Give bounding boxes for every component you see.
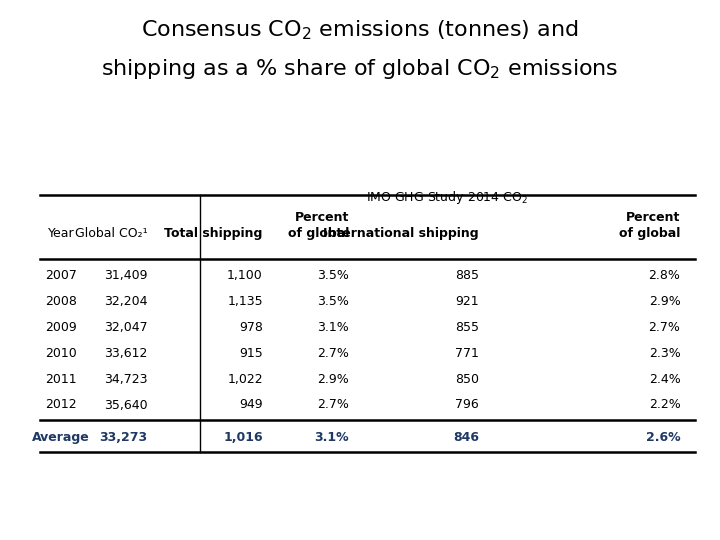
Text: 1,135: 1,135: [228, 295, 263, 308]
Text: 3.1%: 3.1%: [315, 431, 349, 444]
Text: 34,723: 34,723: [104, 373, 148, 386]
Text: Percent
of global: Percent of global: [288, 211, 349, 240]
Text: 2.9%: 2.9%: [649, 295, 680, 308]
Text: 2.2%: 2.2%: [649, 399, 680, 411]
Text: Average: Average: [32, 431, 90, 444]
Text: 949: 949: [239, 399, 263, 411]
Text: 32,204: 32,204: [104, 295, 148, 308]
Text: 921: 921: [455, 295, 479, 308]
Text: 2.4%: 2.4%: [649, 373, 680, 386]
Text: 1,016: 1,016: [223, 431, 263, 444]
Text: 796: 796: [455, 399, 479, 411]
Text: 2.7%: 2.7%: [318, 347, 349, 360]
Text: 2.3%: 2.3%: [649, 347, 680, 360]
Text: 2.6%: 2.6%: [646, 431, 680, 444]
Text: Percent
of global: Percent of global: [619, 211, 680, 240]
Text: 846: 846: [453, 431, 479, 444]
Text: 3.1%: 3.1%: [318, 321, 349, 334]
Text: 885: 885: [455, 269, 479, 282]
Text: 850: 850: [455, 373, 479, 386]
Text: 2008: 2008: [45, 295, 77, 308]
Text: 1,100: 1,100: [227, 269, 263, 282]
Text: 2.9%: 2.9%: [318, 373, 349, 386]
Text: International shipping: International shipping: [323, 227, 479, 240]
Text: 2007: 2007: [45, 269, 77, 282]
Text: 2011: 2011: [45, 373, 77, 386]
Text: IMO GHG Study 2014 CO$_2$: IMO GHG Study 2014 CO$_2$: [366, 190, 528, 206]
Text: 978: 978: [239, 321, 263, 334]
Text: 2010: 2010: [45, 347, 77, 360]
Text: 2009: 2009: [45, 321, 77, 334]
Text: Year: Year: [48, 227, 74, 240]
Text: 855: 855: [455, 321, 479, 334]
Text: 35,640: 35,640: [104, 399, 148, 411]
Text: 3.5%: 3.5%: [318, 269, 349, 282]
Text: 771: 771: [455, 347, 479, 360]
Text: 3.5%: 3.5%: [318, 295, 349, 308]
Text: 32,047: 32,047: [104, 321, 148, 334]
Text: shipping as a % share of global CO$_2$ emissions: shipping as a % share of global CO$_2$ e…: [102, 57, 618, 80]
Text: 2012: 2012: [45, 399, 77, 411]
Text: 2.7%: 2.7%: [649, 321, 680, 334]
Text: 31,409: 31,409: [104, 269, 148, 282]
Text: Consensus CO$_2$ emissions (tonnes) and: Consensus CO$_2$ emissions (tonnes) and: [141, 19, 579, 43]
Text: 33,612: 33,612: [104, 347, 148, 360]
Text: Total shipping: Total shipping: [164, 227, 263, 240]
Text: 915: 915: [239, 347, 263, 360]
Text: 2.7%: 2.7%: [318, 399, 349, 411]
Text: 2.8%: 2.8%: [649, 269, 680, 282]
Text: 33,273: 33,273: [99, 431, 148, 444]
Text: 1,022: 1,022: [228, 373, 263, 386]
Text: Global CO₂¹: Global CO₂¹: [75, 227, 148, 240]
